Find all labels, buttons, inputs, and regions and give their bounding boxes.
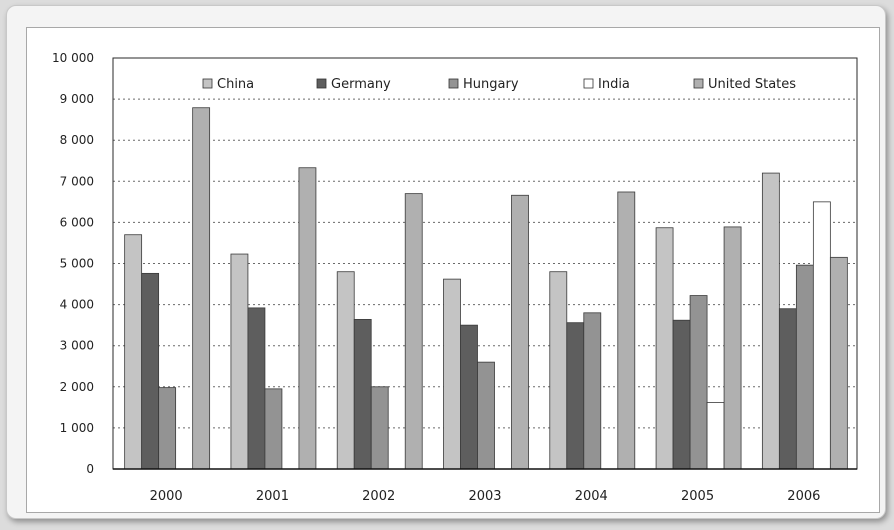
y-tick-label: 3 000 bbox=[60, 339, 94, 353]
legend-item-background bbox=[690, 75, 808, 95]
y-tick-label: 7 000 bbox=[60, 174, 94, 188]
legend: China Germany Hungary India United States bbox=[199, 75, 808, 95]
bar bbox=[353, 318, 372, 470]
legend-swatch bbox=[316, 78, 327, 89]
bar bbox=[477, 361, 495, 470]
bar bbox=[230, 253, 249, 470]
legend-swatch bbox=[583, 78, 594, 89]
bar bbox=[689, 295, 708, 470]
legend-swatch bbox=[448, 78, 459, 89]
legend-label: Germany bbox=[331, 77, 391, 92]
bar bbox=[617, 191, 636, 470]
bar bbox=[706, 402, 725, 470]
bar bbox=[336, 271, 355, 470]
bar bbox=[247, 307, 266, 470]
legend-item-background bbox=[199, 75, 263, 95]
bars bbox=[124, 107, 848, 470]
bar bbox=[370, 386, 389, 470]
bar bbox=[761, 172, 780, 470]
x-tick-label: 2004 bbox=[575, 489, 608, 504]
legend-label: India bbox=[598, 77, 630, 92]
legend-item-background bbox=[445, 75, 525, 95]
bar bbox=[672, 319, 691, 470]
legend-item-background bbox=[580, 75, 642, 95]
bar bbox=[404, 193, 423, 470]
bar bbox=[795, 264, 814, 470]
x-tick-label: 2000 bbox=[150, 489, 183, 504]
bar bbox=[778, 308, 797, 470]
x-tick-label: 2006 bbox=[787, 489, 820, 504]
bar bbox=[812, 201, 831, 470]
axes bbox=[112, 57, 858, 470]
legend-item-background bbox=[313, 75, 399, 95]
bar bbox=[158, 387, 177, 470]
y-tick-label: 2 000 bbox=[60, 380, 94, 394]
legend-swatch bbox=[202, 78, 213, 89]
chart-panel: 0 1 000 2 000 3 000 4 000 5 000 6 000 7 000 8 00… bbox=[26, 27, 880, 513]
y-tick-label: 4 000 bbox=[60, 298, 94, 312]
legend-label: United States bbox=[708, 77, 796, 92]
y-tick-labels: 0 1 000 2 000 3 000 4 000 5 000 6 000 7 000 8 00… bbox=[52, 51, 94, 476]
legend-label: China bbox=[217, 77, 254, 92]
bar bbox=[298, 167, 317, 470]
bar bbox=[655, 227, 674, 470]
x-tick-label: 2002 bbox=[362, 489, 395, 504]
bar bbox=[124, 234, 143, 470]
y-tick-label: 8 000 bbox=[60, 133, 94, 147]
bar bbox=[192, 107, 211, 470]
bar bbox=[141, 272, 160, 470]
bar-chart: 0 1 000 2 000 3 000 4 000 5 000 6 000 7 000 8 00… bbox=[52, 51, 858, 504]
legend-swatch bbox=[693, 78, 704, 89]
bar bbox=[583, 312, 602, 470]
y-tick-label: 0 bbox=[86, 462, 94, 476]
x-tick-label: 2001 bbox=[256, 489, 289, 504]
y-tick-label: 1 000 bbox=[60, 421, 94, 435]
bar bbox=[511, 194, 529, 470]
bar bbox=[723, 226, 742, 470]
bar bbox=[264, 388, 283, 470]
legend-label: Hungary bbox=[463, 77, 519, 92]
x-tick-label: 2003 bbox=[468, 489, 501, 504]
y-tick-label: 5 000 bbox=[60, 257, 94, 271]
x-tick-labels: 2000 2001 2002 2003 2004 2005 2006 bbox=[150, 489, 821, 504]
bar bbox=[549, 271, 568, 470]
bar bbox=[460, 324, 478, 470]
y-tick-label: 9 000 bbox=[60, 92, 94, 106]
bar bbox=[443, 278, 461, 470]
bar bbox=[829, 256, 848, 470]
bar bbox=[566, 322, 585, 470]
y-tick-label: 10 000 bbox=[52, 51, 94, 65]
x-tick-label: 2005 bbox=[681, 489, 714, 504]
y-tick-label: 6 000 bbox=[60, 215, 94, 229]
